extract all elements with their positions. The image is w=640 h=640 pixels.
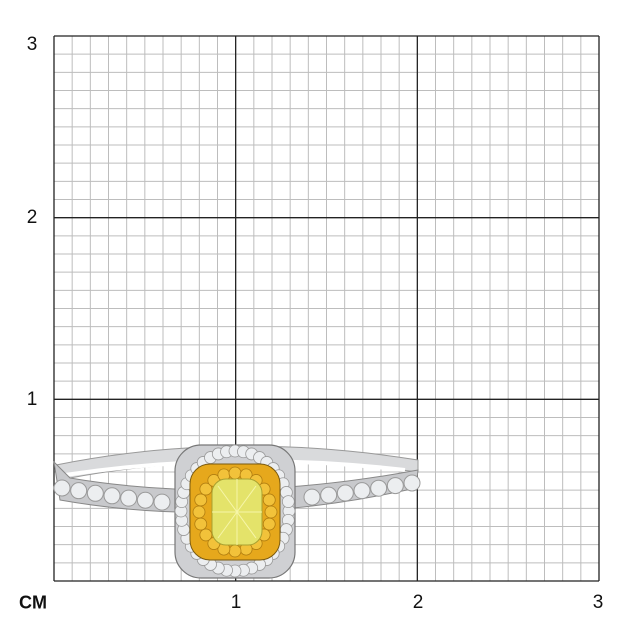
band-diamond [153, 493, 171, 511]
band-diamond [103, 487, 121, 505]
y-label-3: 3 [26, 34, 38, 55]
unit-label: CM [19, 592, 47, 613]
yellow-diamond [194, 517, 208, 531]
y-label-1: 1 [26, 389, 38, 410]
yellow-diamond [264, 505, 278, 519]
band-diamond [403, 474, 421, 492]
yellow-diamond [262, 517, 276, 531]
yellow-diamond [194, 493, 208, 507]
yellow-diamond [192, 505, 206, 519]
band-diamond [136, 491, 154, 509]
band-diamond [353, 482, 371, 500]
yellow-diamond [199, 482, 213, 496]
center-stone-facets [212, 479, 262, 545]
x-label-1: 1 [230, 592, 242, 613]
halo-diamond [281, 495, 295, 509]
band-diamond [86, 484, 104, 502]
band-diamond [320, 486, 338, 504]
yellow-diamond [228, 544, 242, 558]
band-diamond [336, 484, 354, 502]
yellow-diamond [228, 466, 242, 480]
yellow-diamond [262, 493, 276, 507]
x-label-3: 3 [592, 592, 604, 613]
band-diamond [53, 479, 71, 497]
band-diamond [120, 489, 138, 507]
band-diamond [386, 477, 404, 495]
x-label-2: 2 [412, 592, 424, 613]
band-diamond [303, 488, 321, 506]
band-diamond [70, 482, 88, 500]
band-diamond [370, 479, 388, 497]
yellow-diamond [199, 528, 213, 542]
y-label-2: 2 [26, 207, 38, 228]
